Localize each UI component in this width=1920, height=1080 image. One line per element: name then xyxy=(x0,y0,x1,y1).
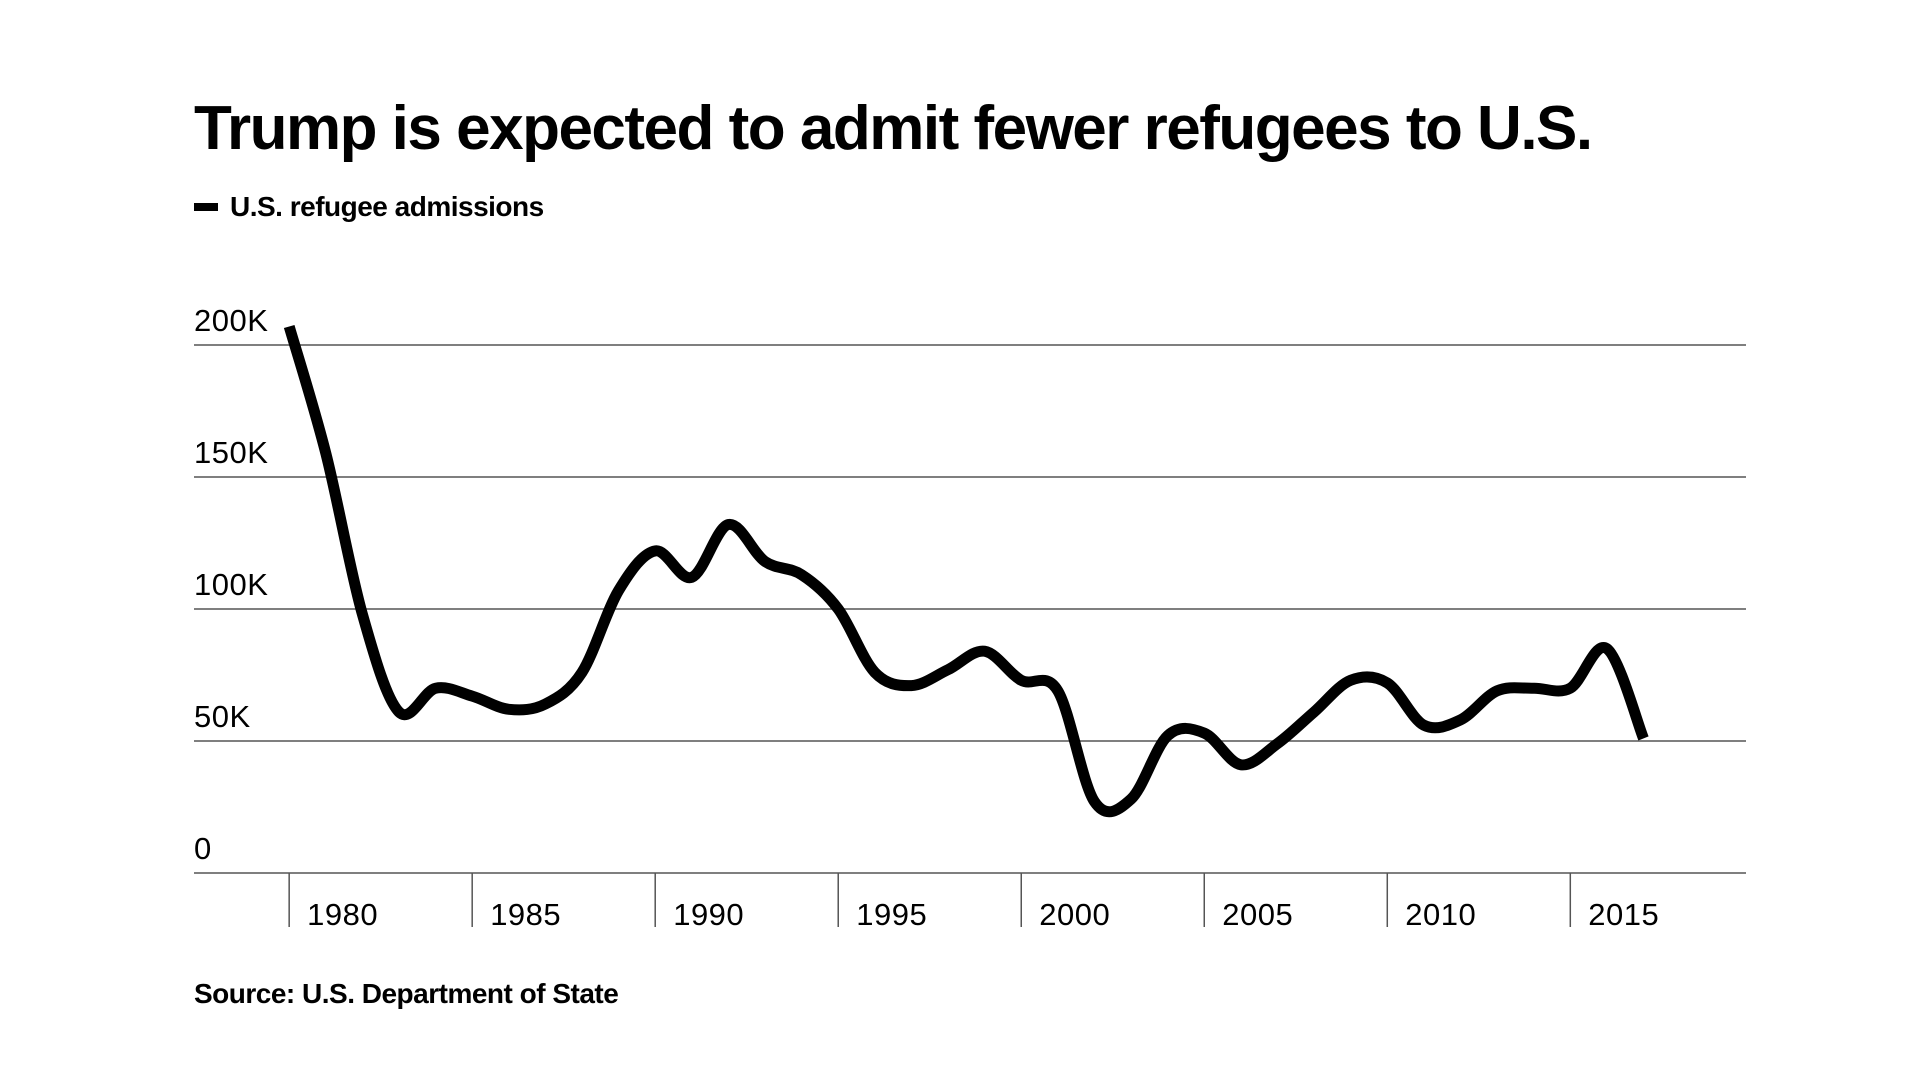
data-point-1980 xyxy=(284,321,295,332)
data-point-1998 xyxy=(943,664,954,675)
y-tick-label-100000: 100K xyxy=(194,567,268,602)
data-point-1996 xyxy=(869,667,880,678)
x-tick-label-2010: 2010 xyxy=(1405,897,1476,932)
data-point-1992 xyxy=(723,519,734,530)
legend: U.S. refugee admissions xyxy=(194,193,544,221)
y-tick-label-150000: 150K xyxy=(194,435,268,470)
data-point-2001 xyxy=(1052,685,1063,696)
data-point-1986 xyxy=(503,704,514,715)
data-point-2009 xyxy=(1345,675,1356,686)
data-point-1993 xyxy=(760,556,771,567)
y-tick-label-50000: 50K xyxy=(194,699,251,734)
data-point-1987 xyxy=(540,699,551,710)
data-point-2017 xyxy=(1638,733,1649,744)
data-point-1990 xyxy=(650,545,661,556)
x-tick-label-1980: 1980 xyxy=(307,897,378,932)
data-point-1981 xyxy=(320,448,331,459)
chart-title: Trump is expected to admit fewer refugee… xyxy=(194,94,1593,163)
data-point-1991 xyxy=(686,572,697,583)
data-point-2005 xyxy=(1199,728,1210,739)
data-point-2007 xyxy=(1272,738,1283,749)
data-point-1982 xyxy=(357,609,368,620)
legend-swatch xyxy=(194,203,218,211)
x-tick-label-2005: 2005 xyxy=(1222,897,1293,932)
data-point-1984 xyxy=(430,683,441,694)
data-point-1985 xyxy=(467,691,478,702)
data-point-2006 xyxy=(1235,759,1246,770)
data-point-2012 xyxy=(1455,714,1466,725)
data-point-2004 xyxy=(1162,730,1173,741)
x-tick-label-1985: 1985 xyxy=(490,897,561,932)
data-point-2010 xyxy=(1382,677,1393,688)
data-point-2014 xyxy=(1528,683,1539,694)
series-layer xyxy=(283,321,1649,818)
source-note: Source: U.S. Department of State xyxy=(194,978,619,1009)
data-point-1994 xyxy=(796,569,807,580)
y-tick-label-0: 0 xyxy=(194,831,212,866)
data-point-2002 xyxy=(1089,796,1100,807)
x-tick-label-1990: 1990 xyxy=(673,897,744,932)
data-point-2008 xyxy=(1309,706,1320,717)
data-point-2016 xyxy=(1601,643,1612,654)
data-point-1989 xyxy=(613,585,624,596)
data-point-2003 xyxy=(1126,794,1137,805)
data-point-1995 xyxy=(833,604,844,615)
x-axis-ticks: 1980 1985 1990 1995 2000 2005 2010 2015 xyxy=(288,873,1659,932)
gridlines xyxy=(194,344,1746,874)
y-axis-ticks: 0 50K 100K 150K 200K xyxy=(194,303,268,866)
data-point-2011 xyxy=(1418,720,1429,731)
x-tick-label-1995: 1995 xyxy=(856,897,927,932)
legend-label: U.S. refugee admissions xyxy=(230,191,544,222)
data-point-1997 xyxy=(906,680,917,691)
x-tick-label-2015: 2015 xyxy=(1588,897,1659,932)
data-point-2013 xyxy=(1492,685,1503,696)
data-point-1999 xyxy=(979,646,990,657)
series-line-0 xyxy=(283,324,1649,818)
y-tick-label-200000: 200K xyxy=(194,303,268,338)
data-point-1983 xyxy=(393,706,404,717)
x-tick-label-2000: 2000 xyxy=(1039,897,1110,932)
data-point-1988 xyxy=(577,667,588,678)
data-point-2015 xyxy=(1565,683,1576,694)
data-point-2000 xyxy=(1016,675,1027,686)
